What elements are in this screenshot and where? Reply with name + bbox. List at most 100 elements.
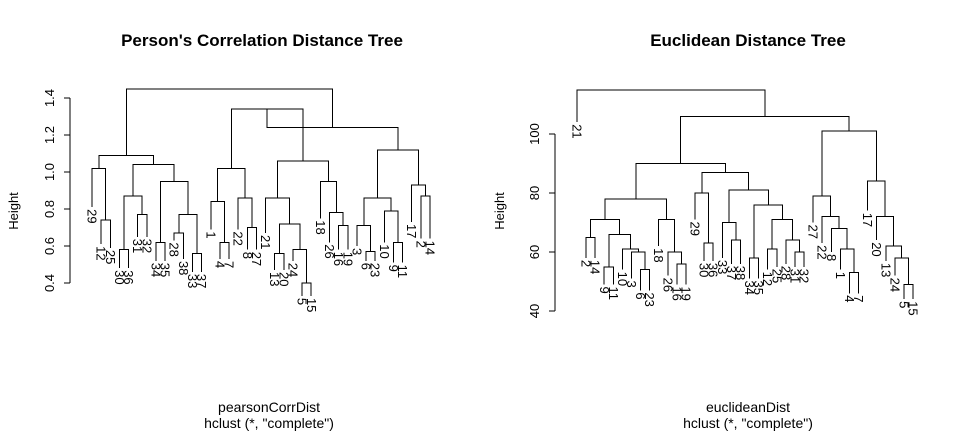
leaf-label: 16 — [669, 286, 684, 300]
leaf-label: 31 — [787, 269, 802, 283]
leaf-label: 1 — [203, 231, 218, 238]
leaf-label: 27 — [249, 252, 264, 266]
leaf-label: 32 — [139, 239, 154, 253]
x-axis-label: euclideanDist — [706, 399, 790, 415]
leaf-label: 33 — [185, 274, 200, 288]
leaf-label: 15 — [906, 301, 921, 315]
leaf-label: 6 — [359, 263, 374, 270]
leaf-label: 18 — [651, 248, 666, 262]
method-sublabel: hclust (*, "complete") — [683, 415, 813, 431]
leaf-label: 26 — [322, 244, 337, 258]
leaf-label: 28 — [167, 242, 182, 256]
leaf-label: 21 — [570, 124, 585, 138]
leaf-label: 10 — [615, 272, 630, 286]
y-tick-label: 1.0 — [42, 163, 57, 181]
leaf-label: 34 — [148, 263, 163, 277]
leaf-label: 27 — [806, 225, 821, 239]
leaf-label: 22 — [231, 231, 246, 245]
leaf-label: 25 — [769, 269, 784, 283]
x-axis-label: pearsonCorrDist — [218, 399, 320, 415]
pearson-tree-panel: 2912253036313234352838333714722827211320… — [6, 31, 438, 431]
euclidean-tree-panel: 2121491110362318261619293036333738343512… — [492, 31, 921, 431]
leaf-label: 13 — [267, 272, 282, 286]
leaf-label: 20 — [869, 242, 884, 256]
leaf-label: 28 — [778, 266, 793, 280]
leaf-label: 21 — [258, 235, 273, 249]
chart-title: Person's Correlation Distance Tree — [121, 31, 403, 50]
leaf-label: 35 — [158, 263, 173, 277]
y-tick-label: 40 — [527, 304, 542, 318]
y-tick-label: 1.4 — [42, 89, 57, 107]
y-tick-label: 80 — [527, 186, 542, 200]
y-tick-label: 0.6 — [42, 237, 57, 255]
leaf-label: 38 — [176, 261, 191, 275]
y-tick-label: 0.4 — [42, 274, 57, 292]
y-tick-label: 100 — [527, 123, 542, 145]
leaf-label: 19 — [678, 286, 693, 300]
leaf-label: 31 — [130, 239, 145, 253]
leaf-label: 29 — [85, 209, 100, 223]
y-tick-label: 0.8 — [42, 200, 57, 218]
leaf-label: 13 — [878, 263, 893, 277]
y-tick-label: 1.2 — [42, 126, 57, 144]
method-sublabel: hclust (*, "complete") — [204, 415, 334, 431]
leaf-label: 2 — [579, 260, 594, 267]
leaf-label: 29 — [688, 222, 703, 236]
leaf-label: 32 — [797, 269, 812, 283]
leaf-label: 23 — [642, 292, 657, 306]
leaf-label: 16 — [331, 252, 346, 266]
leaf-label: 20 — [276, 272, 291, 286]
leaf-label: 37 — [724, 266, 739, 280]
leaf-label: 12 — [94, 246, 109, 260]
leaf-label: 4 — [212, 261, 227, 268]
leaf-label: 3 — [624, 281, 639, 288]
leaf-label: 25 — [103, 250, 118, 264]
leaf-label: 22 — [815, 245, 830, 259]
leaf-label: 17 — [404, 224, 419, 238]
leaf-label: 7 — [851, 295, 866, 302]
leaf-label: 12 — [760, 272, 775, 286]
leaf-label: 35 — [751, 281, 766, 295]
leaf-label: 14 — [588, 260, 603, 274]
chart-title: Euclidean Distance Tree — [650, 31, 846, 50]
y-tick-label: 60 — [527, 245, 542, 259]
leaf-label: 37 — [194, 274, 209, 288]
leaf-label: 36 — [121, 270, 136, 284]
leaf-label: 5 — [896, 301, 911, 308]
leaf-label: 36 — [706, 263, 721, 277]
merge-link — [125, 88, 334, 156]
leaf-label: 6 — [633, 292, 648, 299]
leaf-label: 19 — [340, 252, 355, 266]
leaf-label: 8 — [824, 254, 839, 261]
leaf-label: 14 — [423, 241, 438, 255]
y-axis-label: Height — [492, 192, 507, 230]
leaf-label: 2 — [413, 241, 428, 248]
leaf-label: 4 — [842, 295, 857, 302]
leaf-label: 26 — [660, 278, 675, 292]
leaf-label: 3 — [349, 248, 364, 255]
leaf-label: 5 — [295, 298, 310, 305]
merge-link — [576, 89, 766, 123]
leaf-label: 18 — [313, 220, 328, 234]
leaf-label: 9 — [386, 265, 401, 272]
leaf-label: 1 — [833, 272, 848, 279]
leaf-label: 30 — [112, 270, 127, 284]
leaf-label: 17 — [860, 213, 875, 227]
leaf-label: 24 — [285, 263, 300, 277]
leaf-label: 11 — [606, 286, 621, 300]
leaf-label: 7 — [222, 261, 237, 268]
leaf-label: 8 — [240, 252, 255, 259]
leaf-label: 33 — [715, 260, 730, 274]
leaf-label: 24 — [887, 278, 902, 292]
leaf-label: 30 — [697, 263, 712, 277]
leaf-label: 15 — [304, 298, 319, 312]
leaf-label: 34 — [742, 281, 757, 295]
y-axis-label: Height — [6, 192, 21, 230]
leaf-label: 23 — [368, 263, 383, 277]
leaf-label: 9 — [597, 286, 612, 293]
leaf-label: 11 — [395, 265, 410, 279]
leaf-label: 38 — [733, 266, 748, 280]
leaf-label: 10 — [377, 244, 392, 258]
